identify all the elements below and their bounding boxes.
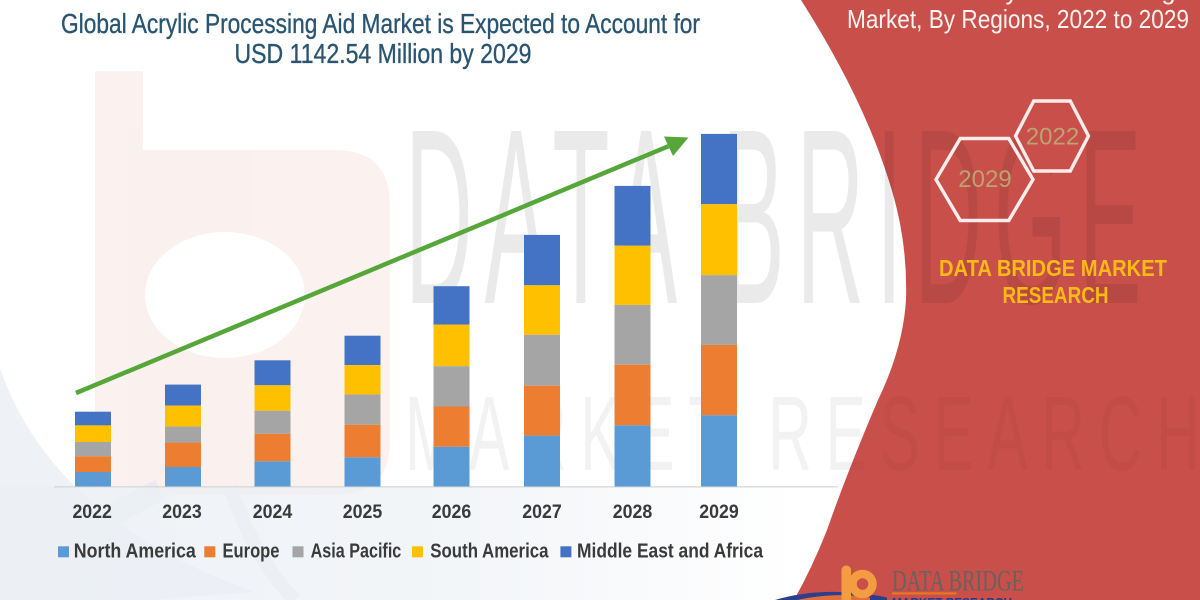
svg-text:DATA BRIDGE MARKET: DATA BRIDGE MARKET xyxy=(939,255,1167,281)
svg-text:Middle East and Africa: Middle East and Africa xyxy=(577,541,764,563)
svg-text:Global Acrylic Processing Aid: Global Acrylic Processing Aid Market is … xyxy=(61,8,700,39)
svg-text:2028: 2028 xyxy=(613,502,653,523)
svg-text:2025: 2025 xyxy=(343,502,383,523)
svg-text:RESEARCH: RESEARCH xyxy=(1003,282,1109,308)
svg-text:DATA BRIDGE: DATA BRIDGE xyxy=(892,565,1024,598)
svg-text:USD 1142.54 Million by 2029: USD 1142.54 Million by 2029 xyxy=(235,38,532,69)
svg-text:2027: 2027 xyxy=(522,502,562,523)
svg-text:Asia Pacific: Asia Pacific xyxy=(311,541,402,563)
svg-text:2029: 2029 xyxy=(958,166,1011,193)
svg-text:2029: 2029 xyxy=(699,502,739,523)
svg-text:2024: 2024 xyxy=(253,502,293,523)
svg-text:2026: 2026 xyxy=(432,502,472,523)
svg-text:South America: South America xyxy=(430,541,549,563)
svg-text:2022: 2022 xyxy=(1026,124,1079,151)
svg-text:2022: 2022 xyxy=(72,502,112,523)
svg-text:Global Acrylic Processing Aid: Global Acrylic Processing Aid xyxy=(888,0,1200,5)
svg-text:2023: 2023 xyxy=(162,502,202,523)
svg-text:MARKET RESEARCH: MARKET RESEARCH xyxy=(892,595,1012,600)
svg-text:North America: North America xyxy=(74,541,197,563)
svg-text:Market, By Regions, 2022 to 20: Market, By Regions, 2022 to 2029 xyxy=(847,4,1189,34)
svg-text:Europe: Europe xyxy=(223,541,280,563)
